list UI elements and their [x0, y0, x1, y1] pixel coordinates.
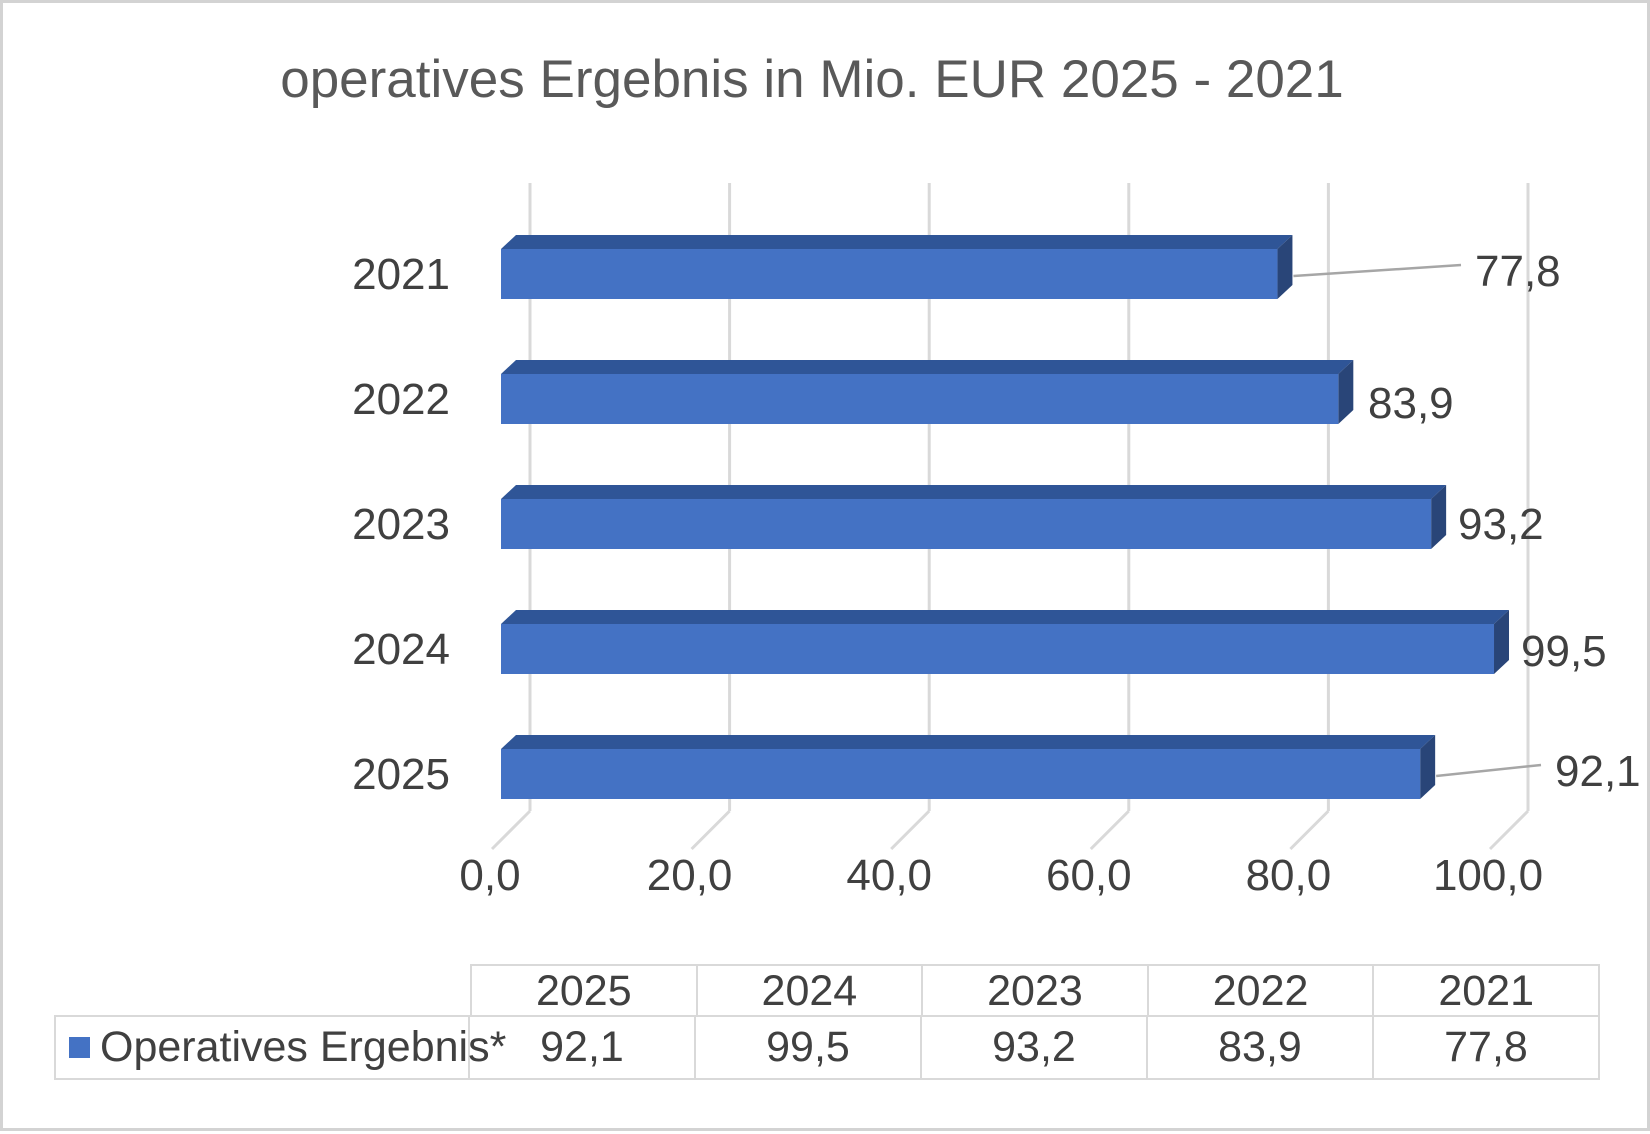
- series-legend-cell: Operatives Ergebnis*: [56, 1017, 506, 1078]
- gridline-floor-tail: [1089, 809, 1130, 851]
- bar-side-face-2024: [1494, 610, 1510, 674]
- table-header-cell-2022: 2022: [1149, 966, 1375, 1017]
- data-table-header: 2025 2024 2023 2022 2021: [470, 964, 1600, 1017]
- table-header-cell-2023: 2023: [923, 966, 1149, 1017]
- bar-top-face-2024: [501, 610, 1510, 624]
- x-axis-tick-3: 60,0: [1046, 851, 1132, 900]
- bar-side-face-2025: [1420, 735, 1436, 799]
- leader-line-2021: [1293, 263, 1462, 278]
- category-label-2023: 2023: [352, 500, 450, 549]
- data-label-2022: 83,9: [1368, 379, 1454, 428]
- data-label-2021: 77,8: [1475, 247, 1561, 296]
- bar-2025: [501, 749, 1421, 799]
- data-table-row: Operatives Ergebnis* 92,1 99,5 93,2 83,9…: [54, 1015, 1600, 1080]
- gridline-floor-tail: [1289, 809, 1330, 851]
- table-value-2023: 93,2: [922, 1017, 1148, 1078]
- bar-2024: [501, 624, 1495, 674]
- gridline-floor-tail: [490, 809, 532, 851]
- bar-side-face-2021: [1277, 235, 1293, 299]
- x-axis-tick-5: 100,0: [1433, 851, 1543, 900]
- bar-side-face-2022: [1338, 360, 1354, 424]
- table-value-2025: 92,1: [470, 1017, 696, 1078]
- series-color-swatch: [69, 1037, 90, 1058]
- table-value-2024: 99,5: [696, 1017, 922, 1078]
- gridline-floor-tail: [1488, 809, 1530, 851]
- table-header-cell-2021: 2021: [1438, 967, 1534, 1015]
- chart-title: operatives Ergebnis in Mio. EUR 2025 - 2…: [280, 50, 1344, 109]
- category-label-2021: 2021: [352, 250, 450, 299]
- table-value-2022: 83,9: [1148, 1017, 1374, 1078]
- bar-top-face-2021: [501, 235, 1293, 249]
- x-axis-tick-2: 40,0: [846, 851, 932, 900]
- data-label-2023: 93,2: [1458, 500, 1544, 549]
- series-name: Operatives Ergebnis*: [100, 1023, 507, 1071]
- data-label-2024: 99,5: [1521, 627, 1607, 676]
- table-header-cell-2024: 2024: [698, 966, 924, 1017]
- x-axis-tick-0: 0,0: [459, 851, 520, 900]
- category-label-2022: 2022: [352, 375, 450, 424]
- bar-2021: [501, 249, 1278, 299]
- bar-2023: [501, 499, 1432, 549]
- category-label-2024: 2024: [352, 625, 450, 674]
- bar-top-face-2022: [501, 360, 1354, 374]
- bar-top-face-2023: [501, 485, 1447, 499]
- bar-side-face-2023: [1431, 485, 1447, 549]
- category-label-2025: 2025: [352, 750, 450, 799]
- gridline-floor-tail: [890, 809, 931, 851]
- x-axis-tick-1: 20,0: [647, 851, 733, 900]
- x-axis-tick-4: 80,0: [1246, 851, 1332, 900]
- gridline-floor-tail: [690, 809, 731, 851]
- data-label-2025: 92,1: [1555, 747, 1641, 796]
- bar-chart: 0,0 20,0 40,0 60,0 80,0 100,0 2021 2022 2023 2024…: [352, 183, 1641, 900]
- table-value-2021: 77,8: [1444, 1023, 1528, 1071]
- table-header-cell-2025: 2025: [472, 966, 698, 1017]
- leader-line-2025: [1436, 763, 1542, 778]
- bar-2022: [501, 374, 1339, 424]
- bar-top-face-2025: [501, 735, 1436, 749]
